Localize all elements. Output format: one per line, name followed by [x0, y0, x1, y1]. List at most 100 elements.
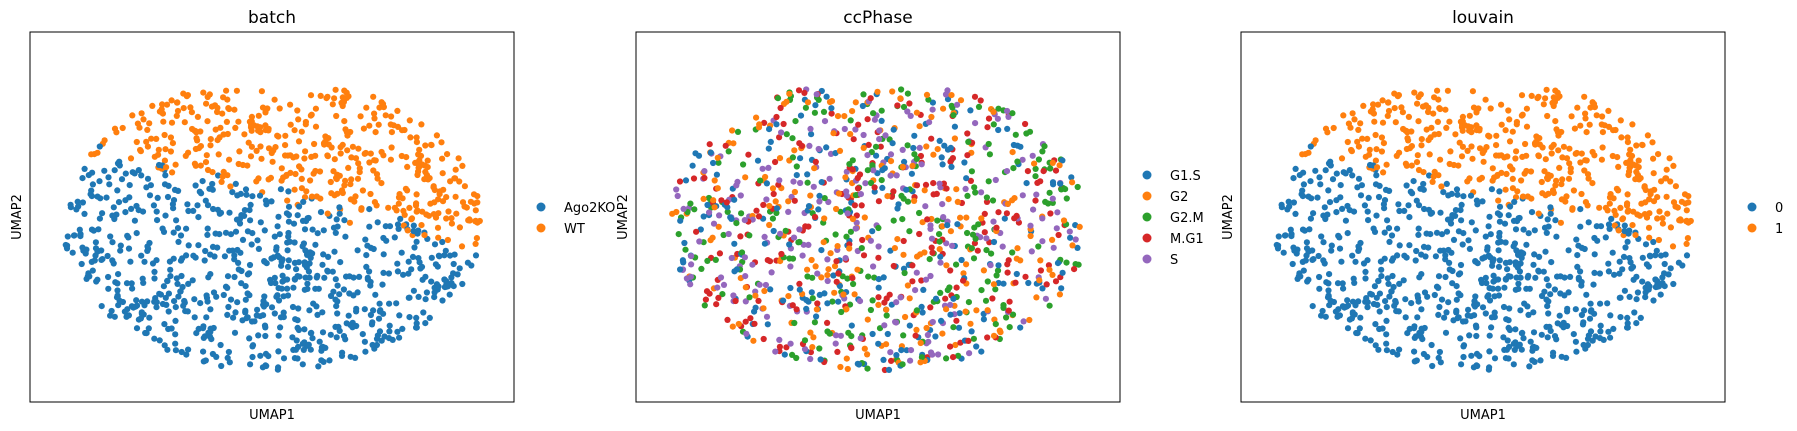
- scatter-point: [328, 190, 335, 197]
- scatter-point: [1374, 101, 1382, 108]
- scatter-point: [833, 205, 840, 213]
- scatter-point: [451, 251, 458, 258]
- scatter-point: [761, 240, 769, 247]
- scatter-point: [940, 214, 947, 221]
- scatter-point: [1610, 195, 1617, 202]
- scatter-point: [1548, 259, 1555, 266]
- scatter-point: [325, 253, 332, 260]
- scatter-point: [358, 206, 365, 213]
- scatter-point: [1521, 170, 1528, 177]
- scatter-point: [880, 274, 887, 281]
- scatter-point: [729, 127, 736, 134]
- scatter-point: [1431, 131, 1438, 138]
- scatter-point: [1468, 129, 1475, 136]
- scatter-point: [984, 334, 991, 341]
- scatter-point: [1436, 348, 1443, 356]
- scatter-point: [695, 152, 703, 159]
- scatter-point: [984, 278, 991, 285]
- scatter-point: [789, 135, 796, 142]
- scatter-point: [790, 234, 798, 241]
- scatter-point: [1017, 324, 1024, 331]
- scatter-point: [965, 337, 972, 344]
- scatter-point: [389, 336, 396, 343]
- scatter-point: [939, 223, 946, 230]
- scatter-point: [294, 107, 301, 114]
- scatter-point: [1346, 167, 1353, 174]
- scatter-point: [1627, 259, 1634, 266]
- scatter-point: [467, 198, 474, 205]
- scatter-point: [1316, 273, 1323, 281]
- scatter-point: [422, 320, 429, 327]
- scatter-point: [1056, 291, 1063, 298]
- scatter-point: [453, 210, 460, 217]
- scatter-point: [271, 96, 278, 103]
- scatter-point: [906, 295, 913, 302]
- scatter-point: [1339, 205, 1346, 212]
- scatter-point: [167, 266, 174, 273]
- scatter-point: [378, 180, 385, 187]
- scatter-point: [1545, 282, 1552, 289]
- scatter-point: [821, 118, 829, 125]
- scatter-point: [1352, 302, 1359, 309]
- scatter-point: [1539, 144, 1546, 151]
- scatter-point: [714, 185, 721, 192]
- scatter-point: [1049, 179, 1057, 186]
- legend-label: G1.S: [1170, 169, 1201, 184]
- scatter-point: [214, 244, 221, 251]
- scatter-point: [960, 277, 967, 284]
- scatter-point: [785, 208, 792, 215]
- scatter-point: [277, 324, 284, 331]
- scatter-point: [1525, 230, 1532, 237]
- scatter-point: [879, 184, 886, 191]
- scatter-point: [867, 237, 875, 244]
- scatter-point: [422, 142, 429, 149]
- scatter-point: [878, 177, 885, 184]
- scatter-point: [1063, 259, 1070, 266]
- scatter-point: [962, 185, 969, 192]
- scatter-point: [850, 280, 857, 288]
- scatter-point: [830, 130, 837, 137]
- scatter-point: [1554, 320, 1561, 327]
- scatter-point: [330, 224, 338, 231]
- scatter-point: [820, 108, 828, 115]
- scatter-point: [1336, 234, 1343, 241]
- scatter-point: [1570, 331, 1577, 338]
- scatter-point: [852, 99, 859, 106]
- scatter-point: [366, 122, 373, 129]
- scatter-point: [972, 235, 979, 242]
- scatter-point: [869, 330, 876, 338]
- scatter-point: [299, 361, 306, 368]
- scatter-point: [1600, 336, 1607, 343]
- scatter-point: [1413, 247, 1420, 255]
- scatter-point: [1068, 174, 1075, 181]
- scatter-point: [1466, 332, 1473, 339]
- scatter-point: [265, 353, 272, 360]
- scatter-point: [210, 289, 218, 296]
- scatter-point: [101, 167, 108, 174]
- scatter-point: [1537, 357, 1544, 364]
- scatter-point: [889, 140, 896, 147]
- scatter-point: [1069, 242, 1076, 249]
- scatter-point: [338, 352, 346, 359]
- scatter-point: [849, 275, 856, 282]
- scatter-point: [797, 155, 804, 162]
- scatter-point: [1666, 155, 1673, 162]
- scatter-point: [127, 258, 134, 265]
- scatter-point: [364, 242, 371, 249]
- scatter-point: [1375, 346, 1382, 353]
- scatter-point: [1334, 280, 1342, 287]
- scatter-point: [1501, 220, 1509, 227]
- scatter-point: [1435, 273, 1443, 280]
- scatter-point: [1535, 210, 1542, 217]
- scatter-point: [394, 260, 401, 267]
- scatter-point: [1305, 276, 1312, 283]
- scatter-point: [874, 88, 881, 95]
- scatter-point: [1415, 166, 1423, 174]
- scatter-point: [1408, 300, 1415, 307]
- scatter-point: [884, 193, 891, 200]
- scatter-point: [937, 259, 944, 266]
- scatter-point: [938, 154, 945, 161]
- scatter-point: [1381, 197, 1389, 204]
- scatter-point: [1626, 293, 1633, 300]
- scatter-point: [1340, 285, 1347, 292]
